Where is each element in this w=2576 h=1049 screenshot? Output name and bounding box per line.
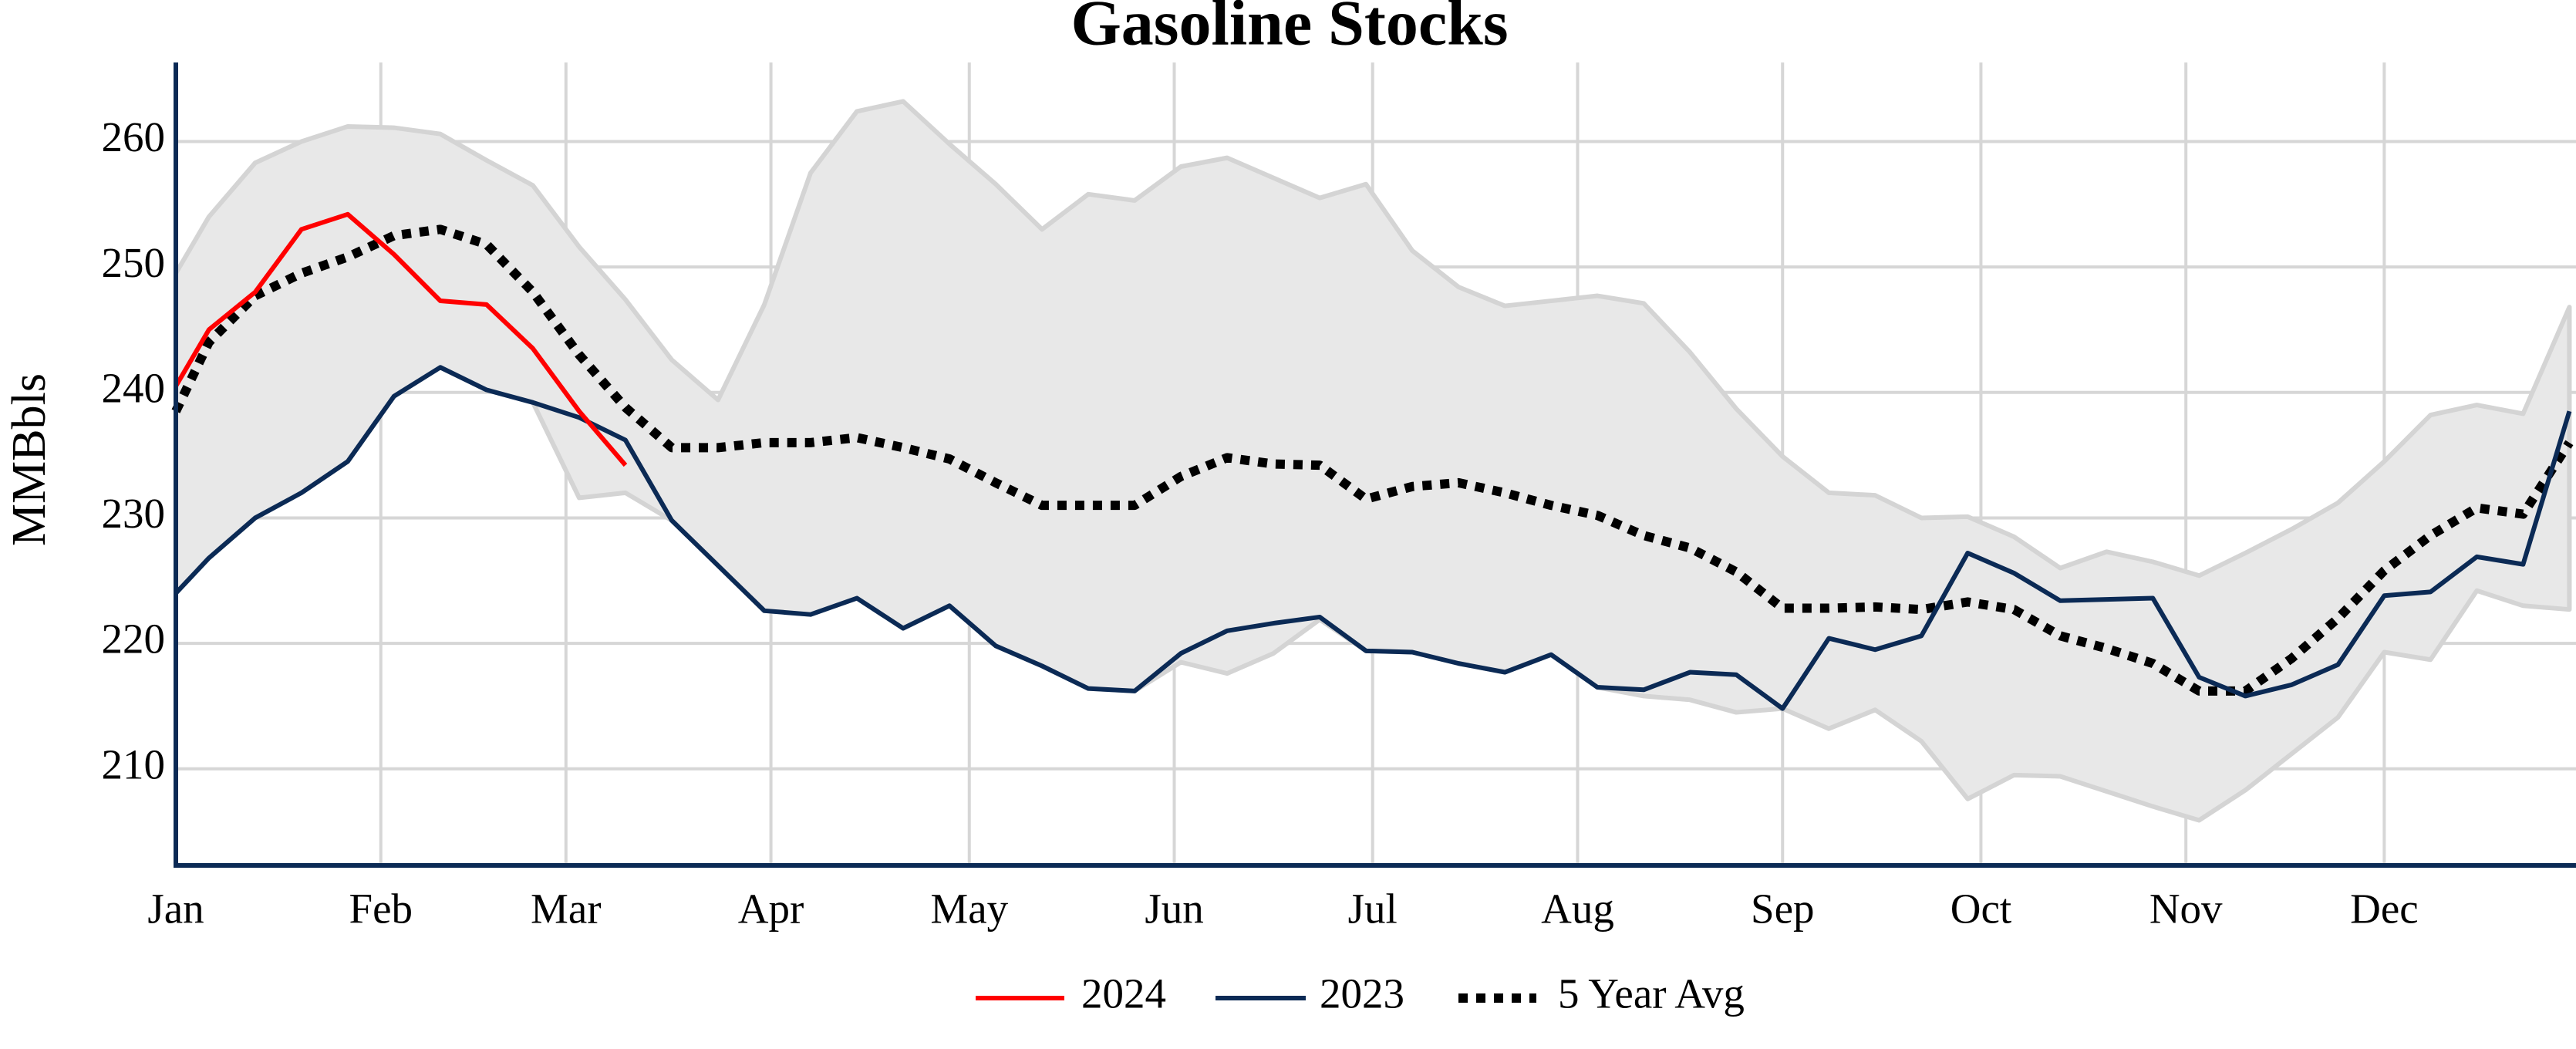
x-tick-label: Feb — [349, 885, 413, 933]
x-tick-label: Jun — [1145, 885, 1203, 933]
y-tick-label: 210 — [102, 740, 166, 788]
legend-label: 2023 — [1320, 970, 1404, 1017]
y-tick-label: 240 — [102, 364, 166, 411]
x-tick-label: Apr — [738, 885, 804, 933]
series-line — [171, 224, 2574, 696]
x-tick-label: Jul — [1348, 885, 1398, 933]
x-tick-label: Aug — [1541, 885, 1614, 933]
axes: 210 220 230 240 250 260 Jan Feb Mar Apr May Jun Jul A… — [102, 62, 2576, 933]
x-tick-label: Oct — [1951, 885, 2011, 933]
x-tick-label: Nov — [2149, 885, 2223, 933]
plot-area — [171, 99, 2574, 823]
y-tick-label: 220 — [102, 616, 166, 663]
x-tick-label: Mar — [531, 885, 602, 933]
y-tick-label: 230 — [102, 490, 166, 537]
legend: 2024 2023 5 Year Avg — [976, 970, 1745, 1017]
x-tick-label: Jan — [147, 885, 204, 933]
x-tick-label: May — [930, 885, 1008, 933]
legend-label: 5 Year Avg — [1558, 970, 1745, 1017]
legend-label: 2024 — [1081, 970, 1166, 1017]
x-tick-label: Dec — [2350, 885, 2419, 933]
x-tick-label: Sep — [1751, 885, 1815, 933]
series-line — [174, 211, 628, 467]
y-tick-label: 250 — [102, 239, 166, 286]
y-axis-label: MMBbls — [3, 373, 56, 546]
y-tick-label: 260 — [102, 113, 166, 160]
chart-title: Gasoline Stocks — [1071, 0, 1508, 59]
series-line — [174, 365, 2572, 711]
